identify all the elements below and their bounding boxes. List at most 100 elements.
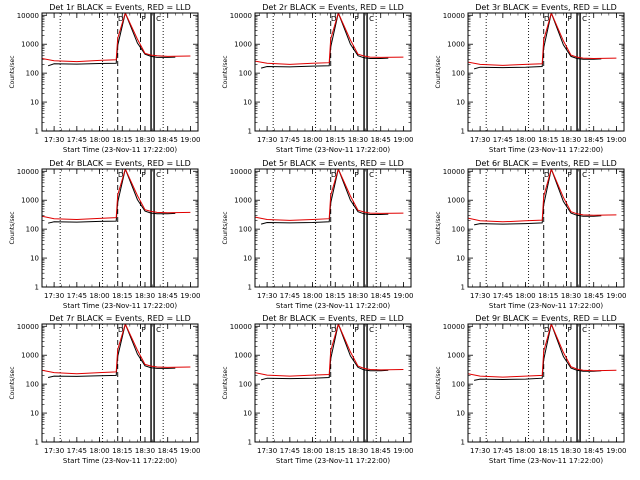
event-marker-label: P (354, 171, 358, 179)
x-tick-label: 18:45 (371, 447, 391, 455)
x-tick-label: 18:30 (348, 292, 368, 300)
series-line-lld (468, 13, 617, 66)
y-tick-label: 10 (243, 99, 252, 107)
x-tick-label: 18:15 (538, 447, 558, 455)
y-tick-label: 10 (456, 410, 465, 418)
x-tick-label: 19:00 (393, 136, 413, 144)
x-tick-label: 18:00 (89, 136, 109, 144)
panel-title: Det 5r BLACK = Events, RED = LLD (262, 159, 404, 168)
detector-panel: Det 9r BLACK = Events, RED = LLD Counts/s… (435, 314, 627, 465)
y-tick-label: 1 (248, 284, 252, 292)
y-axis-label: Counts/sec (222, 211, 229, 244)
event-marker-label: D (118, 15, 123, 23)
x-tick-label: 17:30 (257, 447, 277, 455)
event-marker-label: P (567, 15, 571, 23)
y-tick-label: 10000 (443, 12, 465, 20)
y-axis-label: Counts/sec (435, 55, 442, 88)
y-tick-label: 100 (26, 70, 39, 78)
plot-frame (41, 323, 199, 443)
x-tick-label: 18:30 (135, 447, 155, 455)
series-group (42, 13, 191, 67)
y-tick-label: 1 (35, 128, 39, 136)
plot-frame (467, 12, 625, 132)
x-tick-label: 19:00 (180, 447, 200, 455)
y-tick-label: 1000 (21, 197, 39, 205)
series-group (468, 169, 617, 226)
x-tick-label: 17:30 (257, 136, 277, 144)
y-tick-label: 1 (461, 128, 465, 136)
x-axis-label: Start Time (23-Nov-11 17:22:00) (489, 146, 603, 154)
event-marker-label: D (544, 171, 549, 179)
y-tick-label: 100 (239, 381, 252, 389)
x-tick-label: 18:45 (584, 292, 604, 300)
x-tick-label: 17:45 (67, 136, 87, 144)
y-tick-label: 1000 (447, 352, 465, 360)
event-marker-label: P (567, 171, 571, 179)
event-marker-label: P (354, 15, 358, 23)
x-tick-label: 18:00 (302, 447, 322, 455)
series-group (468, 324, 617, 381)
y-tick-label: 1 (35, 439, 39, 447)
series-group (255, 169, 404, 225)
x-tick-label: 18:30 (561, 292, 581, 300)
x-axis-label: Start Time (23-Nov-11 17:22:00) (489, 457, 603, 465)
series-line-events (47, 13, 176, 67)
x-tick-label: 17:45 (67, 292, 87, 300)
series-line-lld (468, 324, 617, 378)
y-tick-label: 1000 (447, 41, 465, 49)
x-tick-label: 18:00 (515, 136, 535, 144)
x-tick-label: 18:45 (371, 292, 391, 300)
plot-frame (467, 323, 625, 443)
plot-frame (254, 168, 412, 288)
x-tick-label: 18:00 (89, 292, 109, 300)
x-tick-label: 17:30 (470, 136, 490, 144)
x-tick-label: 17:45 (493, 292, 513, 300)
y-tick-label: 10000 (230, 168, 252, 176)
x-tick-label: 18:00 (515, 447, 535, 455)
series-line-events (473, 13, 602, 70)
x-tick-label: 18:15 (325, 136, 345, 144)
event-marker-label: C (369, 171, 374, 179)
event-marker-label: C (582, 326, 587, 334)
y-tick-label: 10000 (443, 168, 465, 176)
panel-title: Det 8r BLACK = Events, RED = LLD (262, 314, 404, 323)
detector-panel: Det 8r BLACK = Events, RED = LLD Counts/s… (222, 314, 414, 465)
y-tick-label: 100 (26, 226, 39, 234)
detector-panel: Det 5r BLACK = Events, RED = LLD Counts/s… (222, 159, 414, 310)
y-tick-label: 10000 (17, 323, 39, 331)
y-tick-label: 1 (248, 439, 252, 447)
plot-frame (254, 323, 412, 443)
x-tick-label: 17:30 (257, 292, 277, 300)
x-tick-label: 18:00 (89, 447, 109, 455)
x-tick-label: 18:45 (584, 447, 604, 455)
x-tick-label: 18:00 (302, 292, 322, 300)
x-tick-label: 18:30 (135, 136, 155, 144)
x-tick-label: 19:00 (606, 292, 626, 300)
x-tick-label: 17:45 (280, 447, 300, 455)
x-tick-label: 17:30 (470, 292, 490, 300)
y-tick-label: 100 (452, 381, 465, 389)
y-axis-label: Counts/sec (435, 211, 442, 244)
x-tick-label: 18:30 (561, 447, 581, 455)
event-marker-label: D (544, 326, 549, 334)
x-axis-label: Start Time (23-Nov-11 17:22:00) (63, 302, 177, 310)
x-tick-label: 17:45 (67, 447, 87, 455)
series-group (42, 324, 191, 378)
event-marker-label: P (567, 326, 571, 334)
event-marker-label: C (156, 326, 161, 334)
panel-title: Det 1r BLACK = Events, RED = LLD (49, 3, 191, 12)
event-marker-label: C (582, 15, 587, 23)
event-marker-label: D (118, 326, 123, 334)
event-marker-label: D (118, 171, 123, 179)
x-tick-label: 18:45 (158, 136, 178, 144)
x-tick-label: 18:45 (371, 136, 391, 144)
y-tick-label: 10000 (443, 323, 465, 331)
event-marker-label: D (331, 171, 336, 179)
panel-title: Det 3r BLACK = Events, RED = LLD (475, 3, 617, 12)
y-axis-label: Counts/sec (222, 55, 229, 88)
event-marker-label: C (582, 171, 587, 179)
x-tick-label: 18:15 (112, 136, 132, 144)
event-marker-label: D (544, 15, 549, 23)
